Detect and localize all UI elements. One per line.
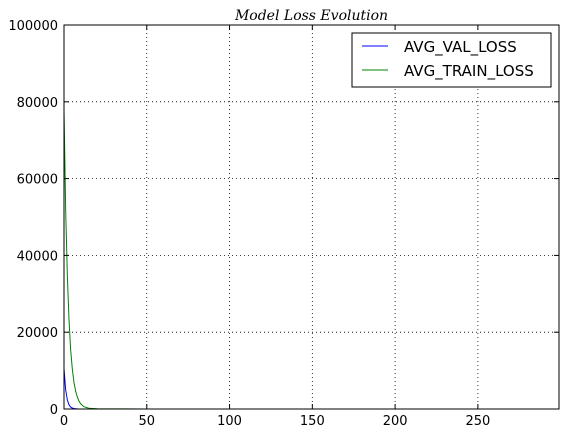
legend-label: AVG_TRAIN_LOSS xyxy=(404,62,534,81)
x-tick-label: 200 xyxy=(383,414,408,429)
y-tick-label: 40000 xyxy=(17,249,58,264)
x-tick-label: 250 xyxy=(465,414,490,429)
x-tick-label: 0 xyxy=(60,414,68,429)
y-tick-label: 0 xyxy=(50,403,58,418)
y-tick-label: 20000 xyxy=(17,326,58,341)
legend-label: AVG_VAL_LOSS xyxy=(404,38,517,57)
y-tick-label: 100000 xyxy=(8,19,58,34)
y-tick-label: 60000 xyxy=(17,173,58,188)
y-tick-label: 80000 xyxy=(17,96,58,111)
legend: AVG_VAL_LOSS AVG_TRAIN_LOSS xyxy=(352,33,551,87)
x-tick-label: 150 xyxy=(300,414,325,429)
x-tick-label: 50 xyxy=(139,414,156,429)
chart-title: Model Loss Evolution xyxy=(234,8,388,24)
x-tick-label: 100 xyxy=(217,414,242,429)
